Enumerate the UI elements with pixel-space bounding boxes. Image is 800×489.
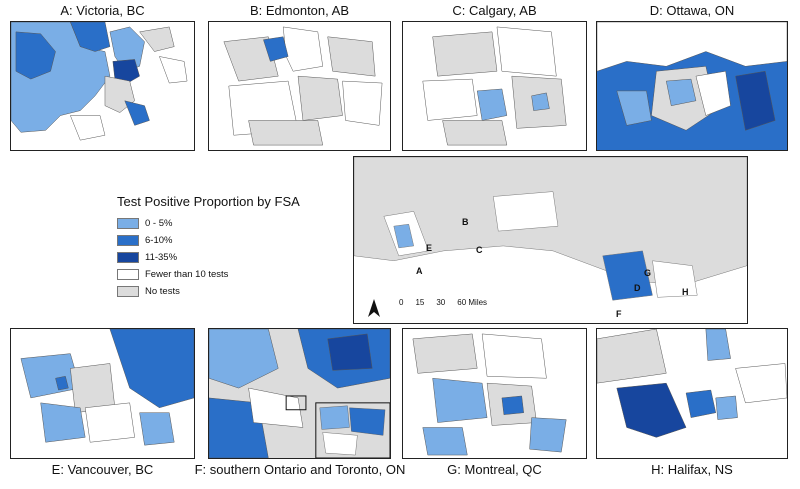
legend-item: 11-35% — [117, 249, 327, 266]
panel-g-title: G: Montreal, QC — [447, 462, 542, 477]
map-canada-overview: A B C D E F G H 0 15 30 60 Miles — [353, 156, 748, 324]
map-edmonton — [208, 21, 391, 151]
map-calgary — [402, 21, 587, 151]
panel-a-title: A: Victoria, BC — [60, 3, 145, 18]
map-southern-ontario — [208, 328, 391, 459]
legend-item: Fewer than 10 tests — [117, 266, 327, 283]
legend-title: Test Positive Proportion by FSA — [117, 194, 300, 209]
panel-c-title: C: Calgary, AB — [452, 3, 537, 18]
panel-h-title: H: Halifax, NS — [651, 462, 733, 477]
map-ottawa — [596, 21, 788, 151]
map-halifax — [596, 328, 788, 459]
legend-swatch — [117, 286, 139, 297]
legend-item: 0 - 5% — [117, 215, 327, 232]
marker-h: H — [682, 287, 689, 297]
marker-a: A — [416, 266, 423, 276]
legend-swatch — [117, 269, 139, 280]
legend-swatch — [117, 235, 139, 246]
panel-d-title: D: Ottawa, ON — [649, 3, 735, 18]
legend-swatch — [117, 252, 139, 263]
legend: Test Positive Proportion by FSA 0 - 5% 6… — [117, 194, 327, 300]
legend-item: No tests — [117, 283, 327, 300]
marker-f: F — [616, 309, 622, 319]
marker-e: E — [426, 243, 433, 253]
panel-f-title: F: southern Ontario and Toronto, ON — [194, 462, 406, 477]
map-montreal — [402, 328, 587, 459]
map-victoria — [10, 21, 195, 151]
map-vancouver — [10, 328, 195, 459]
panel-e-title: E: Vancouver, BC — [51, 462, 154, 477]
marker-c: C — [476, 245, 483, 255]
legend-item: 6-10% — [117, 232, 327, 249]
marker-b: B — [462, 217, 469, 227]
scale-ticks: 0 15 30 60 Miles — [399, 298, 488, 307]
legend-swatch — [117, 218, 139, 229]
marker-d: D — [634, 283, 641, 293]
panel-b-title: B: Edmonton, AB — [249, 3, 349, 18]
north-arrow-icon — [368, 299, 380, 317]
marker-g: G — [644, 268, 652, 278]
